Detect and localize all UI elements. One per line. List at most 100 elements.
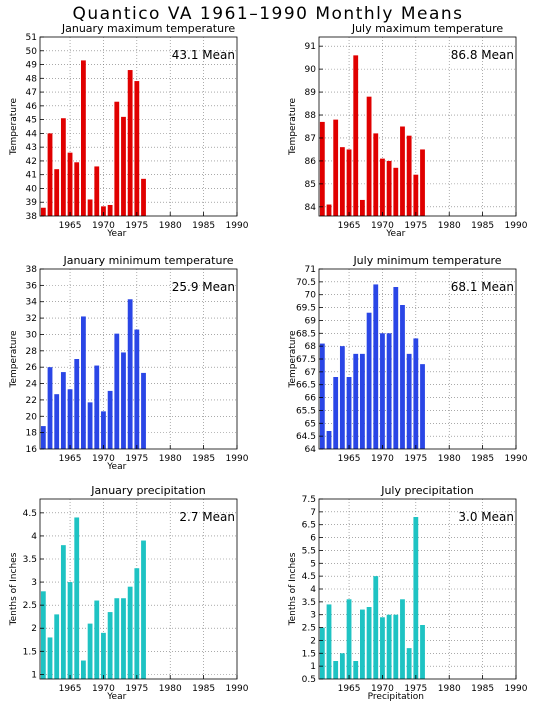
bar-1968	[87, 623, 93, 679]
bar-1964	[339, 346, 345, 449]
x-tick-label: 1970	[371, 454, 394, 464]
bar-1972	[393, 167, 399, 216]
y-tick-label: 90	[305, 65, 317, 75]
bar-1970	[380, 158, 385, 216]
bar-1961	[319, 343, 325, 449]
y-tick-label: 43	[26, 143, 37, 153]
y-tick-label: 47	[26, 88, 37, 98]
bar-1972	[393, 287, 399, 449]
y-tick-label: 7.5	[302, 495, 316, 505]
y-tick-label: 1	[310, 662, 316, 672]
bar-1975	[413, 338, 419, 449]
y-tick-label: 4	[310, 585, 316, 595]
page-title: Quantico VA 1961–1990 Monthly Means	[72, 4, 464, 24]
y-tick-label: 46	[26, 102, 38, 112]
bar-1968	[366, 607, 372, 679]
bar-1965	[67, 152, 73, 216]
bar-1974	[406, 648, 412, 679]
y-tick-label: 32	[26, 314, 37, 324]
y-tick-label: 1.5	[23, 647, 37, 657]
y-tick-label: 2.5	[302, 624, 316, 634]
y-tick-label: 51	[26, 33, 37, 43]
bar-1973	[400, 126, 405, 216]
chart-jan-min: 16 18 20 22 24 26 28 30 32 34 36 38 1965 1970 1975 1980…	[9, 254, 249, 472]
y-tick-label: 4.5	[302, 572, 316, 582]
y-tick-label: 6	[310, 534, 316, 544]
y-tick-label: 34	[26, 298, 38, 308]
y-axis-label: Temperature	[288, 98, 298, 156]
mean-label: 25.9 Mean	[172, 280, 235, 294]
bar-1974	[406, 135, 412, 216]
bar-1971	[107, 204, 113, 216]
bar-1965	[67, 582, 73, 679]
x-tick-label: 1980	[159, 454, 182, 464]
bar-1976	[141, 178, 146, 216]
y-tick-label: 68	[305, 342, 317, 352]
bar-1975	[134, 81, 140, 216]
y-tick-label: 26	[26, 363, 38, 373]
chart-title: January precipitation	[90, 484, 206, 497]
bar-1967	[360, 609, 365, 679]
x-tick-label: 1965	[59, 684, 82, 694]
plot-frame	[39, 36, 238, 217]
bar-1971	[107, 612, 113, 679]
y-tick-label: 2	[31, 624, 37, 634]
y-axis-label: Temperature	[288, 330, 298, 388]
bar-1971	[386, 614, 392, 679]
y-tick-label: 88	[305, 111, 317, 121]
y-tick-label: 67	[305, 368, 316, 378]
y-tick-label: 28	[26, 347, 38, 357]
bar-1970	[380, 333, 385, 449]
y-tick-label: 40	[26, 184, 38, 194]
y-tick-label: 67.5	[296, 355, 316, 365]
bar-1962	[47, 637, 53, 679]
bar-1966	[353, 661, 359, 679]
y-tick-label: 48	[26, 74, 38, 84]
x-tick-label: 1990	[226, 221, 249, 231]
bar-1967	[360, 199, 365, 216]
y-tick-label: 91	[305, 42, 316, 52]
plot-frame	[318, 36, 517, 217]
y-tick-label: 3	[310, 611, 316, 621]
mean-label: 3.0 Mean	[458, 510, 514, 524]
chart-jul-precip: 0.5 1 1.5 2 2.5 3 3.5 4 4.5 5 5.5 6 6.5 7 7.5 1965 1970 1…	[288, 484, 528, 702]
mean-label: 2.7 Mean	[179, 510, 235, 524]
bar-1967	[81, 60, 86, 217]
y-tick-label: 84	[305, 203, 317, 213]
bar-1971	[107, 390, 113, 449]
chart-title: July precipitation	[380, 484, 474, 497]
y-tick-label: 36	[26, 281, 38, 291]
bar-1963	[54, 394, 60, 449]
bar-1975	[134, 568, 140, 679]
y-tick-label: 22	[26, 396, 37, 406]
x-tick-label: 1975	[404, 684, 427, 694]
y-tick-label: 38	[26, 265, 38, 275]
y-tick-label: 5.5	[302, 546, 316, 556]
bar-1963	[333, 119, 339, 216]
bar-1966	[74, 517, 80, 679]
bar-1969	[94, 166, 100, 216]
bar-1976	[141, 372, 146, 449]
bar-1969	[373, 576, 379, 679]
y-tick-label: 4	[31, 532, 37, 542]
x-tick-label: 1985	[192, 221, 215, 231]
x-tick-label: 1985	[471, 454, 494, 464]
x-tick-label: 1970	[92, 221, 115, 231]
y-tick-label: 0.5	[302, 675, 316, 685]
y-tick-label: 5	[310, 559, 316, 569]
y-tick-label: 6.5	[302, 521, 316, 531]
x-tick-label: 1985	[471, 221, 494, 231]
chart-title: July maximum temperature	[351, 22, 504, 35]
bar-1971	[386, 333, 392, 449]
x-tick-label: 1965	[338, 684, 361, 694]
x-tick-label: 1970	[92, 454, 115, 464]
y-tick-label: 39	[26, 198, 38, 208]
bar-1964	[339, 653, 345, 679]
bar-1975	[134, 329, 140, 449]
y-tick-label: 50	[26, 47, 38, 57]
x-tick-label: 1980	[159, 221, 182, 231]
plot-frame	[39, 268, 238, 450]
bar-1966	[353, 353, 359, 449]
mean-label: 68.1 Mean	[451, 280, 514, 294]
bar-1966	[353, 55, 359, 216]
